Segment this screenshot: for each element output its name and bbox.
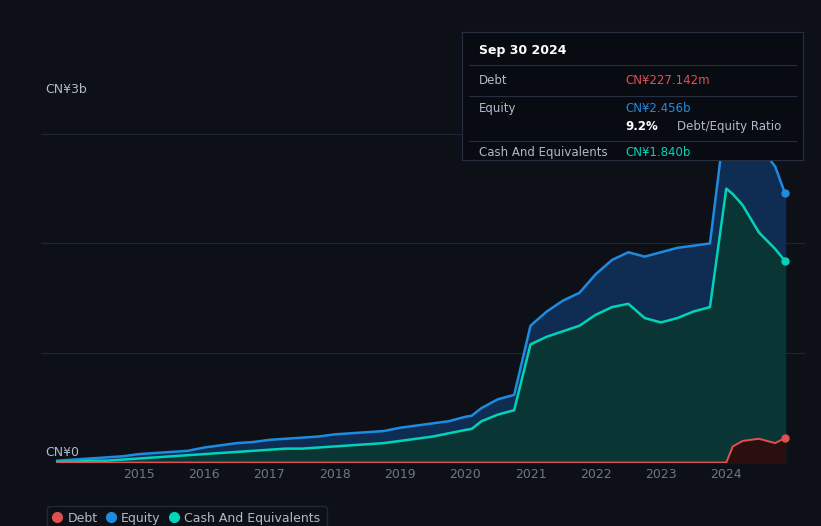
Text: CN¥1.840b: CN¥1.840b	[626, 146, 691, 159]
Legend: Debt, Equity, Cash And Equivalents: Debt, Equity, Cash And Equivalents	[48, 506, 327, 526]
Text: Sep 30 2024: Sep 30 2024	[479, 44, 566, 57]
Text: Equity: Equity	[479, 103, 516, 115]
Text: CN¥3b: CN¥3b	[45, 83, 87, 96]
Text: Debt/Equity Ratio: Debt/Equity Ratio	[677, 120, 781, 134]
Text: CN¥227.142m: CN¥227.142m	[626, 74, 710, 87]
Text: CN¥2.456b: CN¥2.456b	[626, 103, 691, 115]
Text: Debt: Debt	[479, 74, 508, 87]
Text: CN¥0: CN¥0	[45, 446, 79, 459]
Text: Cash And Equivalents: Cash And Equivalents	[479, 146, 608, 159]
Text: 9.2%: 9.2%	[626, 120, 658, 134]
